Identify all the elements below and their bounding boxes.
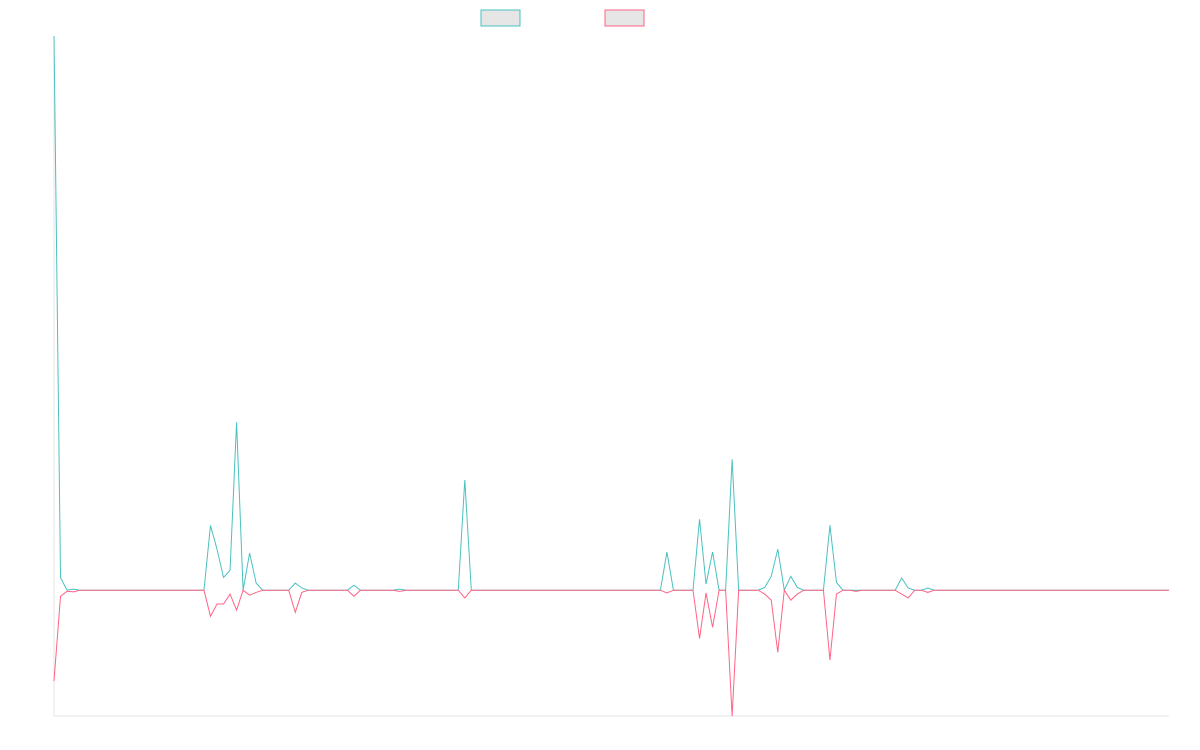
line-series — [53, 588, 1169, 717]
line-series — [53, 35, 1169, 592]
legend-swatch — [604, 9, 645, 27]
legend-swatch — [480, 9, 521, 27]
